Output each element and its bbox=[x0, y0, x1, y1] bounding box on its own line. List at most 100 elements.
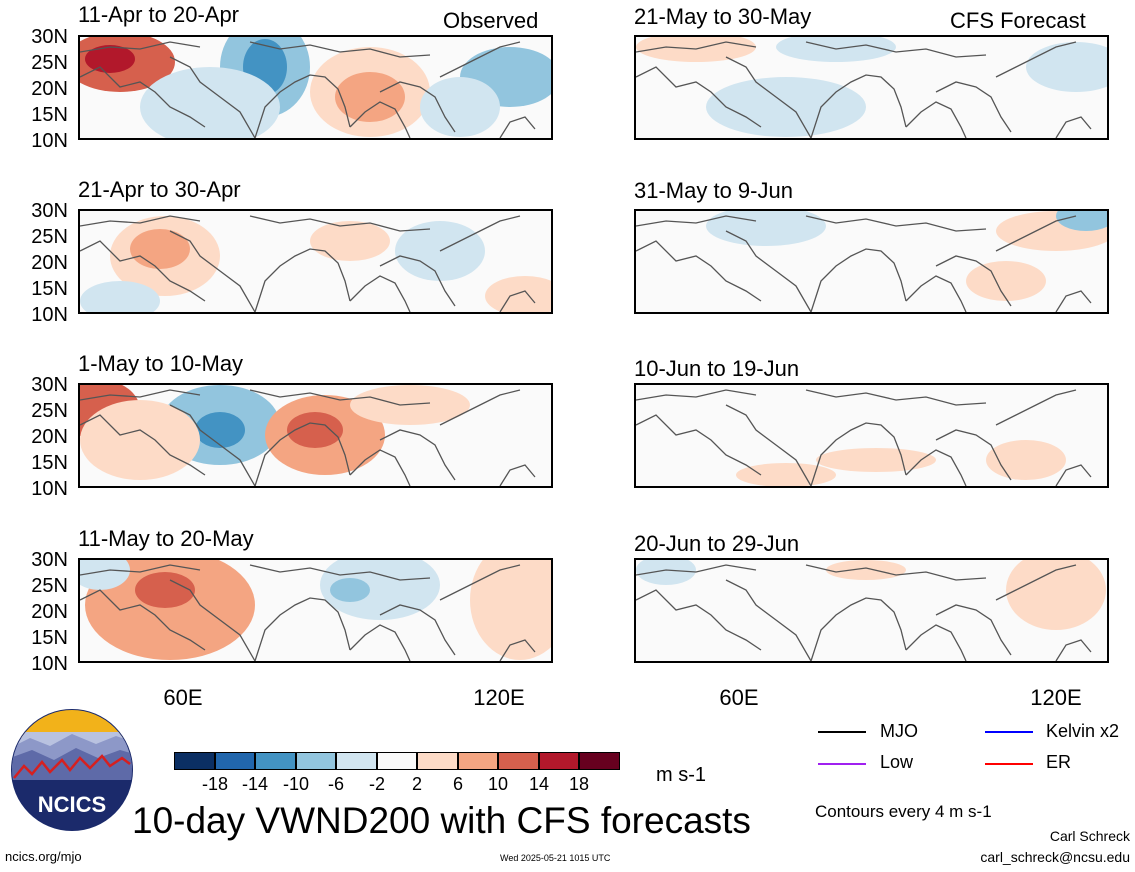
coastline bbox=[935, 604, 1012, 656]
coastline bbox=[810, 74, 907, 138]
colorbar-swatch bbox=[255, 752, 296, 770]
anomaly-blob bbox=[80, 400, 200, 480]
coastline bbox=[249, 389, 431, 406]
observed-map-panel-2 bbox=[78, 209, 553, 314]
coastline bbox=[254, 422, 351, 486]
colorbar-tick: -2 bbox=[368, 774, 385, 794]
coastline bbox=[80, 589, 206, 651]
coastline bbox=[995, 41, 1077, 78]
coastline bbox=[810, 597, 907, 661]
legend-line-low bbox=[818, 763, 866, 765]
coastline bbox=[935, 81, 1012, 133]
colorbar-tick: -18 bbox=[201, 774, 228, 794]
coastline bbox=[254, 597, 351, 661]
coastline bbox=[80, 389, 201, 401]
anomaly-map bbox=[636, 211, 1107, 312]
legend-line-mjo bbox=[818, 731, 866, 733]
legend-label-low: Low bbox=[880, 752, 914, 772]
anomaly-blob bbox=[310, 221, 390, 261]
anomaly-blob bbox=[1056, 211, 1107, 231]
coastline bbox=[805, 389, 987, 406]
colorbar-swatch bbox=[376, 752, 417, 770]
footer-url[interactable]: ncics.org/mjo bbox=[5, 849, 82, 864]
anomaly-blob bbox=[706, 211, 826, 246]
observed-panel-2-title: 21-Apr to 30-Apr bbox=[78, 177, 241, 202]
coastline bbox=[349, 101, 411, 138]
lat-label: 20N bbox=[31, 426, 68, 448]
contour-note: Contours every 4 m s-1 bbox=[815, 802, 992, 821]
lat-label: 20N bbox=[31, 252, 68, 274]
ncics-logo-graphic: NCICS bbox=[11, 709, 133, 831]
coastline bbox=[810, 422, 907, 486]
anomaly-blob bbox=[706, 77, 866, 137]
footer-timestamp: Wed 2025-05-21 1015 UTC bbox=[500, 853, 611, 863]
logo-text: NCICS bbox=[38, 792, 106, 817]
anomaly-map bbox=[80, 37, 551, 138]
anomaly-blob bbox=[966, 261, 1046, 301]
lon-label-right: 120E bbox=[1030, 685, 1082, 710]
coastline bbox=[379, 604, 456, 656]
observed-map-panel-1 bbox=[78, 35, 553, 140]
lat-label: 10N bbox=[31, 130, 68, 152]
coastline bbox=[499, 639, 536, 661]
main-title: 10-day VWND200 with CFS forecasts bbox=[132, 800, 751, 841]
lat-label: 15N bbox=[31, 104, 68, 126]
coastline bbox=[636, 414, 762, 476]
forecast-panel-3-title: 10-Jun to 19-Jun bbox=[634, 356, 800, 381]
coastline bbox=[636, 589, 762, 651]
coastline bbox=[80, 564, 201, 576]
footer-email[interactable]: carl_schreck@ncsu.edu bbox=[980, 849, 1130, 865]
anomaly-blob bbox=[350, 385, 470, 425]
lat-label: 30N bbox=[31, 374, 68, 396]
lat-label: 30N bbox=[31, 200, 68, 222]
legend-label-mjo: MJO bbox=[880, 721, 918, 741]
coastline bbox=[1055, 464, 1092, 486]
observed-map-panel-3 bbox=[78, 383, 553, 488]
anomaly-blob bbox=[330, 578, 370, 602]
coastline bbox=[935, 255, 1012, 307]
colorbar-units: m s-1 bbox=[656, 764, 706, 786]
coastline bbox=[1055, 116, 1092, 138]
anomaly-blob bbox=[80, 281, 160, 312]
coastline bbox=[169, 230, 256, 312]
coastline bbox=[169, 404, 256, 486]
anomaly-map bbox=[80, 560, 551, 661]
coastline bbox=[80, 41, 201, 53]
coastline bbox=[725, 230, 812, 312]
coastline bbox=[935, 429, 1012, 481]
anomaly-blob bbox=[1006, 560, 1106, 630]
observed-panel-1-title: 11-Apr to 20-Apr bbox=[78, 2, 240, 27]
coastline bbox=[636, 66, 762, 128]
lat-label: 30N bbox=[31, 26, 68, 48]
anomaly-blob bbox=[80, 560, 130, 590]
coastline bbox=[349, 275, 411, 312]
coastline bbox=[439, 389, 521, 426]
colorbar-swatch bbox=[336, 752, 377, 770]
anomaly-blob bbox=[420, 77, 500, 137]
lat-label: 25N bbox=[31, 575, 68, 597]
observed-panel-4-title: 11-May to 20-May bbox=[78, 526, 254, 551]
colorbar-tick: 10 bbox=[487, 774, 509, 794]
colorbar-swatch bbox=[174, 752, 215, 770]
lon-label-right: 60E bbox=[719, 685, 759, 710]
coastline bbox=[249, 564, 431, 581]
anomaly-blob bbox=[85, 45, 135, 73]
coastline bbox=[349, 449, 411, 486]
coastline bbox=[349, 624, 411, 661]
coastline bbox=[1055, 639, 1092, 661]
anomaly-blob bbox=[85, 560, 255, 660]
legend-line-er bbox=[985, 763, 1033, 765]
coastline bbox=[439, 41, 521, 78]
coastline bbox=[636, 240, 762, 302]
coastline bbox=[499, 116, 536, 138]
forecast-map-panel-1 bbox=[634, 35, 1109, 140]
coastline bbox=[1055, 290, 1092, 312]
coastline bbox=[80, 414, 206, 476]
anomaly-blob bbox=[130, 229, 190, 269]
anomaly-blob bbox=[335, 72, 405, 122]
anomaly-blob bbox=[287, 412, 343, 448]
coastline bbox=[905, 275, 967, 312]
colorbar-swatch bbox=[417, 752, 458, 770]
anomaly-blob bbox=[636, 560, 696, 585]
anomaly-map bbox=[80, 215, 551, 312]
